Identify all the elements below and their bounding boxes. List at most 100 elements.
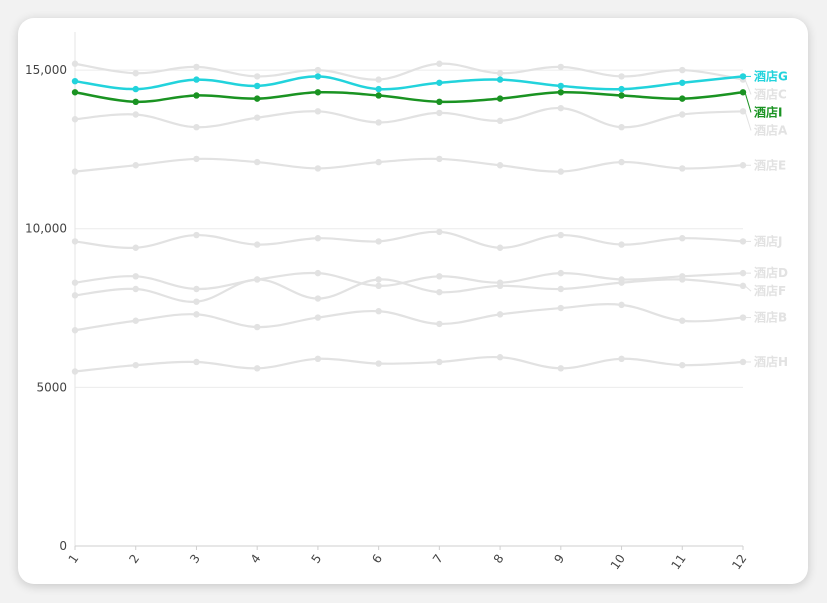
series-end-label: 酒店G — [754, 68, 788, 83]
data-point — [739, 358, 747, 366]
data-point — [193, 123, 200, 131]
data-point — [436, 155, 443, 163]
data-point — [314, 108, 322, 115]
data-point — [496, 282, 504, 290]
data-point — [679, 361, 686, 369]
data-point — [739, 314, 747, 321]
data-point — [436, 288, 443, 296]
data-point — [253, 158, 261, 166]
data-point — [679, 95, 686, 102]
data-point — [618, 158, 625, 166]
series-end-label: 酒店D — [754, 265, 788, 280]
x-tick-label: 11 — [668, 552, 688, 573]
data-point — [557, 304, 565, 312]
data-point — [679, 276, 686, 283]
series-line — [74, 62, 744, 81]
data-point — [193, 63, 200, 71]
data-point — [253, 114, 261, 121]
series-end-label: 酒店H — [754, 354, 788, 369]
data-point — [557, 82, 565, 90]
data-point — [132, 111, 139, 118]
data-point — [132, 361, 139, 369]
data-point — [193, 358, 200, 366]
data-point — [618, 279, 625, 286]
series-line — [74, 355, 744, 373]
x-tick-label: 12 — [729, 552, 749, 573]
data-point — [618, 241, 625, 248]
data-point — [679, 165, 686, 172]
data-point — [679, 66, 686, 74]
label-leader — [744, 79, 752, 95]
data-point — [253, 241, 261, 248]
data-point — [71, 292, 79, 299]
data-point — [253, 73, 261, 80]
data-point — [496, 76, 504, 83]
data-point — [557, 89, 565, 96]
data-point — [375, 92, 382, 99]
data-point — [618, 85, 625, 93]
data-point — [71, 89, 79, 96]
data-point — [618, 123, 625, 131]
data-point — [496, 95, 504, 102]
data-point — [375, 308, 382, 315]
series-line — [74, 303, 744, 332]
data-point — [193, 76, 200, 83]
data-point — [193, 285, 200, 293]
series-line — [74, 75, 744, 91]
data-point — [679, 111, 686, 118]
x-tick-label: 5 — [309, 552, 325, 566]
data-point — [193, 311, 200, 318]
data-point — [132, 162, 139, 169]
x-tick-label: 10 — [608, 552, 628, 573]
x-tick-label: 9 — [551, 552, 567, 566]
data-point — [679, 317, 686, 324]
data-point — [436, 98, 443, 106]
data-point — [314, 73, 322, 80]
data-point — [739, 108, 747, 115]
data-point — [436, 109, 443, 117]
series-line — [74, 230, 744, 249]
data-point — [375, 238, 382, 245]
data-point — [253, 323, 261, 331]
x-tick-label: 3 — [187, 552, 203, 566]
y-tick-label: 5000 — [36, 380, 67, 394]
data-point — [375, 85, 382, 93]
data-point — [557, 104, 565, 112]
data-point — [314, 235, 322, 242]
data-point — [436, 358, 443, 366]
series-line — [74, 90, 744, 104]
data-point — [739, 73, 747, 80]
data-point — [71, 327, 79, 334]
data-point — [496, 244, 504, 251]
data-point — [314, 89, 322, 96]
data-point — [739, 162, 747, 169]
data-point — [314, 66, 322, 74]
data-point — [496, 354, 504, 361]
data-point — [132, 317, 139, 324]
data-point — [557, 285, 565, 293]
data-point — [557, 269, 565, 277]
series-end-label: 酒店E — [754, 157, 786, 172]
data-point — [618, 301, 625, 309]
data-point — [71, 238, 79, 245]
data-point — [314, 269, 322, 277]
data-point — [496, 70, 504, 77]
y-tick-label: 10,000 — [25, 222, 67, 236]
series-end-label: 酒店F — [754, 283, 786, 298]
series-end-label: 酒店B — [754, 310, 787, 325]
chart-card: 0 5000 10,000 15,000 1 2 3 4 5 6 7 8 9 10 11 12 酒店G 酒店C 酒店… — [18, 18, 808, 584]
data-point — [557, 168, 565, 175]
data-point — [253, 95, 261, 102]
data-point — [314, 314, 322, 321]
data-point — [314, 165, 322, 172]
data-point — [71, 60, 79, 67]
data-point — [71, 279, 79, 286]
data-point — [739, 269, 747, 277]
data-point — [436, 273, 443, 280]
data-point — [314, 355, 322, 363]
data-point — [557, 63, 565, 71]
data-point — [618, 92, 625, 99]
data-point — [557, 231, 565, 239]
data-point — [375, 76, 382, 83]
data-point — [132, 70, 139, 77]
